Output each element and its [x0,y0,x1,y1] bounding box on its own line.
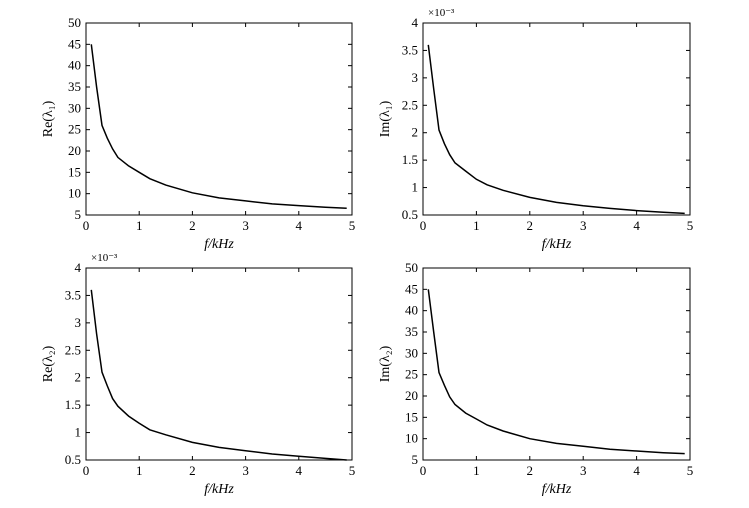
chart-panel-2: 0 1 2 3 4 5 0.5 1 1.5 2 2.5 3 3.5 4 ×10⁻³ f/kHz Im(λ₁) [378,7,693,252]
x-tick-label: 3 [242,463,249,478]
y-tick-label: 45 [405,281,418,296]
y-tick-label: 40 [68,58,81,73]
x-tick-label: 0 [420,463,427,478]
y-tick-label: 30 [68,100,81,115]
plot-frame [422,267,691,461]
x-tick-label: 2 [189,463,196,478]
chart-panel-3: 0 1 2 3 4 5 0.5 1 1.5 2 2.5 3 3.5 4 ×10⁻³ f/kHz Re(λ₂) [41,252,355,497]
y-tick-label: 2 [412,125,419,140]
x-tick-label: 2 [527,463,534,478]
x-tick-label: 3 [580,218,587,233]
series-line [90,44,347,209]
plot-frame [85,22,353,216]
y-tick-label: 25 [405,367,418,382]
x-tick-label: 1 [136,463,143,478]
y-tick-label: 40 [405,303,418,318]
series-line [427,289,685,455]
y-tick-label: 20 [405,388,418,403]
y-tick-label: 3.5 [65,287,81,302]
series-line [427,44,685,215]
y-axis-label: Re(λ₂) [41,345,56,382]
x-tick-label: 4 [633,218,640,233]
y-tick-label: 2 [75,370,82,385]
y-axis-label: Re(λ₁) [41,100,56,137]
x-axis-label: f/kHz [204,237,234,252]
y-tick-label: 1 [75,425,82,440]
y-tick-label: 1.5 [65,397,81,412]
y-tick-label: 35 [68,79,81,94]
y-tick-label: 5 [75,207,82,222]
y-axis-label: Im(λ₁) [378,100,393,137]
y-tick-label: 3 [75,315,82,330]
y-tick-label: 2.5 [402,97,418,112]
x-tick-label: 4 [633,463,640,478]
x-tick-label: 4 [296,463,303,478]
x-tick-label: 1 [136,218,143,233]
series-line [90,289,347,461]
y-tick-label: 1.5 [402,152,418,167]
x-tick-label: 1 [473,463,480,478]
y-tick-label: 50 [68,15,81,30]
y-tick-label: 50 [405,260,418,275]
x-tick-label: 4 [296,218,303,233]
x-tick-label: 2 [527,218,534,233]
x-tick-label: 5 [349,463,356,478]
y-axis-label: Im(λ₂) [378,345,393,382]
y-tick-label: 0.5 [402,207,418,222]
y-tick-label: 4 [412,15,419,30]
y-tick-label: 5 [412,452,419,467]
y-tick-label: 45 [68,36,81,51]
x-tick-label: 1 [473,218,480,233]
x-tick-label: 3 [242,218,249,233]
x-tick-label: 5 [687,218,694,233]
y-tick-label: 10 [68,186,81,201]
y-tick-label: 4 [75,260,82,275]
x-tick-label: 5 [687,463,694,478]
y-tick-label: 3 [412,70,419,85]
x-tick-label: 0 [420,218,427,233]
x-tick-label: 0 [83,218,90,233]
x-tick-label: 2 [189,218,196,233]
y-tick-label: 15 [405,409,418,424]
y-tick-label: 10 [405,431,418,446]
plot-frame [422,22,691,216]
y-tick-label: 1 [412,180,419,195]
y-axis-multiplier: ×10⁻³ [428,7,455,19]
x-tick-label: 3 [580,463,587,478]
x-tick-label: 0 [83,463,90,478]
y-tick-label: 2.5 [65,342,81,357]
y-tick-label: 35 [405,324,418,339]
plot-frame [85,267,353,461]
x-axis-label: f/kHz [542,237,572,252]
y-tick-label: 25 [68,122,81,137]
y-tick-label: 30 [405,345,418,360]
y-tick-label: 3.5 [402,42,418,57]
y-tick-label: 0.5 [65,452,81,467]
x-tick-label: 5 [349,218,356,233]
x-axis-label: f/kHz [204,482,234,497]
y-tick-label: 20 [68,143,81,158]
x-axis-label: f/kHz [542,482,572,497]
y-tick-label: 15 [68,164,81,179]
y-axis-multiplier: ×10⁻³ [91,252,118,264]
